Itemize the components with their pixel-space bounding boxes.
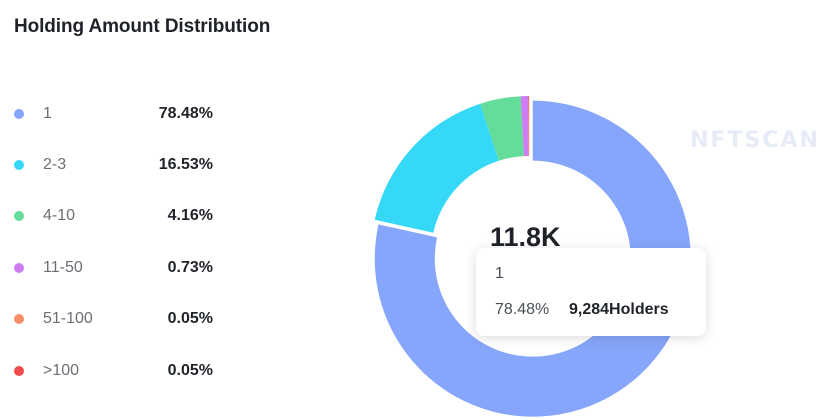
nftscan-watermark: NFTSCAN (690, 128, 820, 153)
legend-value: 78.48% (158, 104, 213, 122)
legend-label: 1 (43, 104, 52, 122)
slice-tooltip: 1 78.48% 9,284Holders (476, 248, 706, 336)
legend: 1 78.48% 2-3 16.53% 4-10 4.16% 11-50 0.73% 51-10… (12, 88, 217, 396)
tooltip-holders: 9,284Holders (569, 301, 669, 318)
donut-slice[interactable] (480, 96, 524, 161)
legend-item[interactable]: 2-3 16.53% (12, 139, 217, 190)
legend-item[interactable]: >100 0.05% (12, 345, 217, 396)
legend-item[interactable]: 11-50 0.73% (12, 242, 217, 293)
center-total-value: 11.8K (490, 222, 561, 252)
legend-dot-icon (14, 108, 24, 119)
tooltip-percent: 78.48% (495, 301, 550, 318)
legend-dot-icon (14, 262, 24, 273)
donut-slice[interactable] (374, 100, 691, 417)
legend-value: 0.05% (167, 310, 213, 328)
legend-label: 4-10 (43, 207, 76, 225)
chart-title: Holding Amount Distribution (14, 16, 271, 37)
donut-slice[interactable] (528, 96, 530, 157)
donut-slice[interactable] (520, 96, 529, 157)
legend-dot-icon (14, 211, 24, 222)
legend-label: >100 (43, 361, 80, 379)
legend-label: 2-3 (43, 156, 67, 174)
legend-dot-icon (14, 160, 24, 171)
legend-value: 4.16% (167, 207, 213, 225)
legend-item[interactable]: 4-10 4.16% (12, 191, 217, 242)
tooltip-label: 1 (495, 265, 504, 282)
legend-dot-icon (14, 365, 24, 376)
legend-dot-icon (14, 314, 24, 325)
legend-item[interactable]: 1 78.48% (12, 88, 217, 139)
legend-value: 0.05% (167, 361, 213, 379)
legend-item[interactable]: 51-100 0.05% (12, 294, 217, 345)
legend-label: 11-50 (43, 258, 83, 276)
donut-slice[interactable] (374, 103, 499, 233)
legend-label: 51-100 (43, 310, 93, 328)
legend-value: 16.53% (158, 156, 213, 174)
legend-value: 0.73% (167, 258, 213, 276)
